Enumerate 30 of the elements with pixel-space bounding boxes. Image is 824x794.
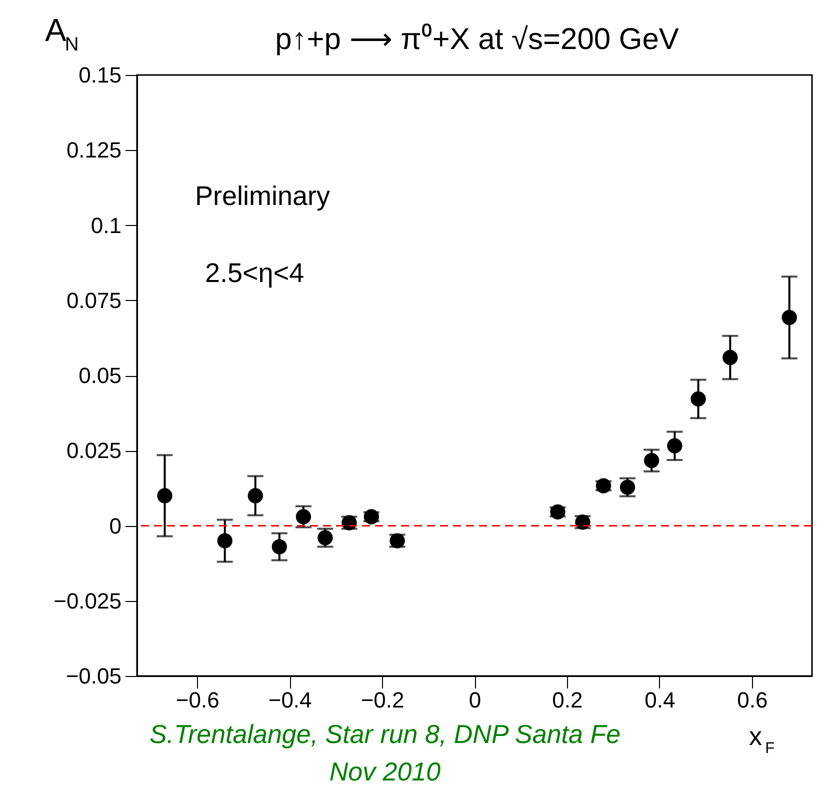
y-tick-label: 0.025 (66, 438, 122, 464)
point (217, 533, 232, 548)
annotation: Preliminary (195, 181, 331, 211)
x-tick-label: 0.4 (644, 688, 676, 712)
x-tick-label: −0.4 (268, 688, 312, 712)
point (248, 488, 263, 504)
chart-title: p↑+p ⟶ π⁰+X at √s=200 GeV (275, 23, 679, 56)
y-tick-label: 0.1 (90, 212, 122, 238)
y-tick-label: 0.05 (78, 363, 122, 388)
text: S.Trentalange, Star run 8, DNP Santa Fe Nov 2010 (149, 719, 621, 787)
point (722, 350, 738, 366)
y-tick-label: 0.15 (78, 62, 122, 88)
y-tick-label: −0.025 (54, 588, 122, 614)
annotation: 2.5<η<4 (205, 258, 304, 288)
point (667, 438, 682, 454)
point (690, 391, 706, 407)
point (296, 509, 312, 524)
point (272, 539, 287, 554)
x-tick-label: 0.6 (737, 688, 768, 712)
x-tick-label: 0.2 (552, 688, 583, 712)
x-tick-label: −0.2 (360, 688, 404, 712)
x-tick-label: 0 (468, 688, 482, 712)
y-tick-label: 0 (109, 513, 122, 538)
y-tick-label: 0.075 (66, 288, 122, 313)
point (782, 310, 797, 326)
y-tick-label: −0.05 (66, 664, 122, 688)
x-tick-label: −0.6 (176, 688, 220, 712)
point (644, 452, 660, 468)
point (157, 488, 172, 504)
y-tick-label: 0.125 (66, 138, 122, 163)
